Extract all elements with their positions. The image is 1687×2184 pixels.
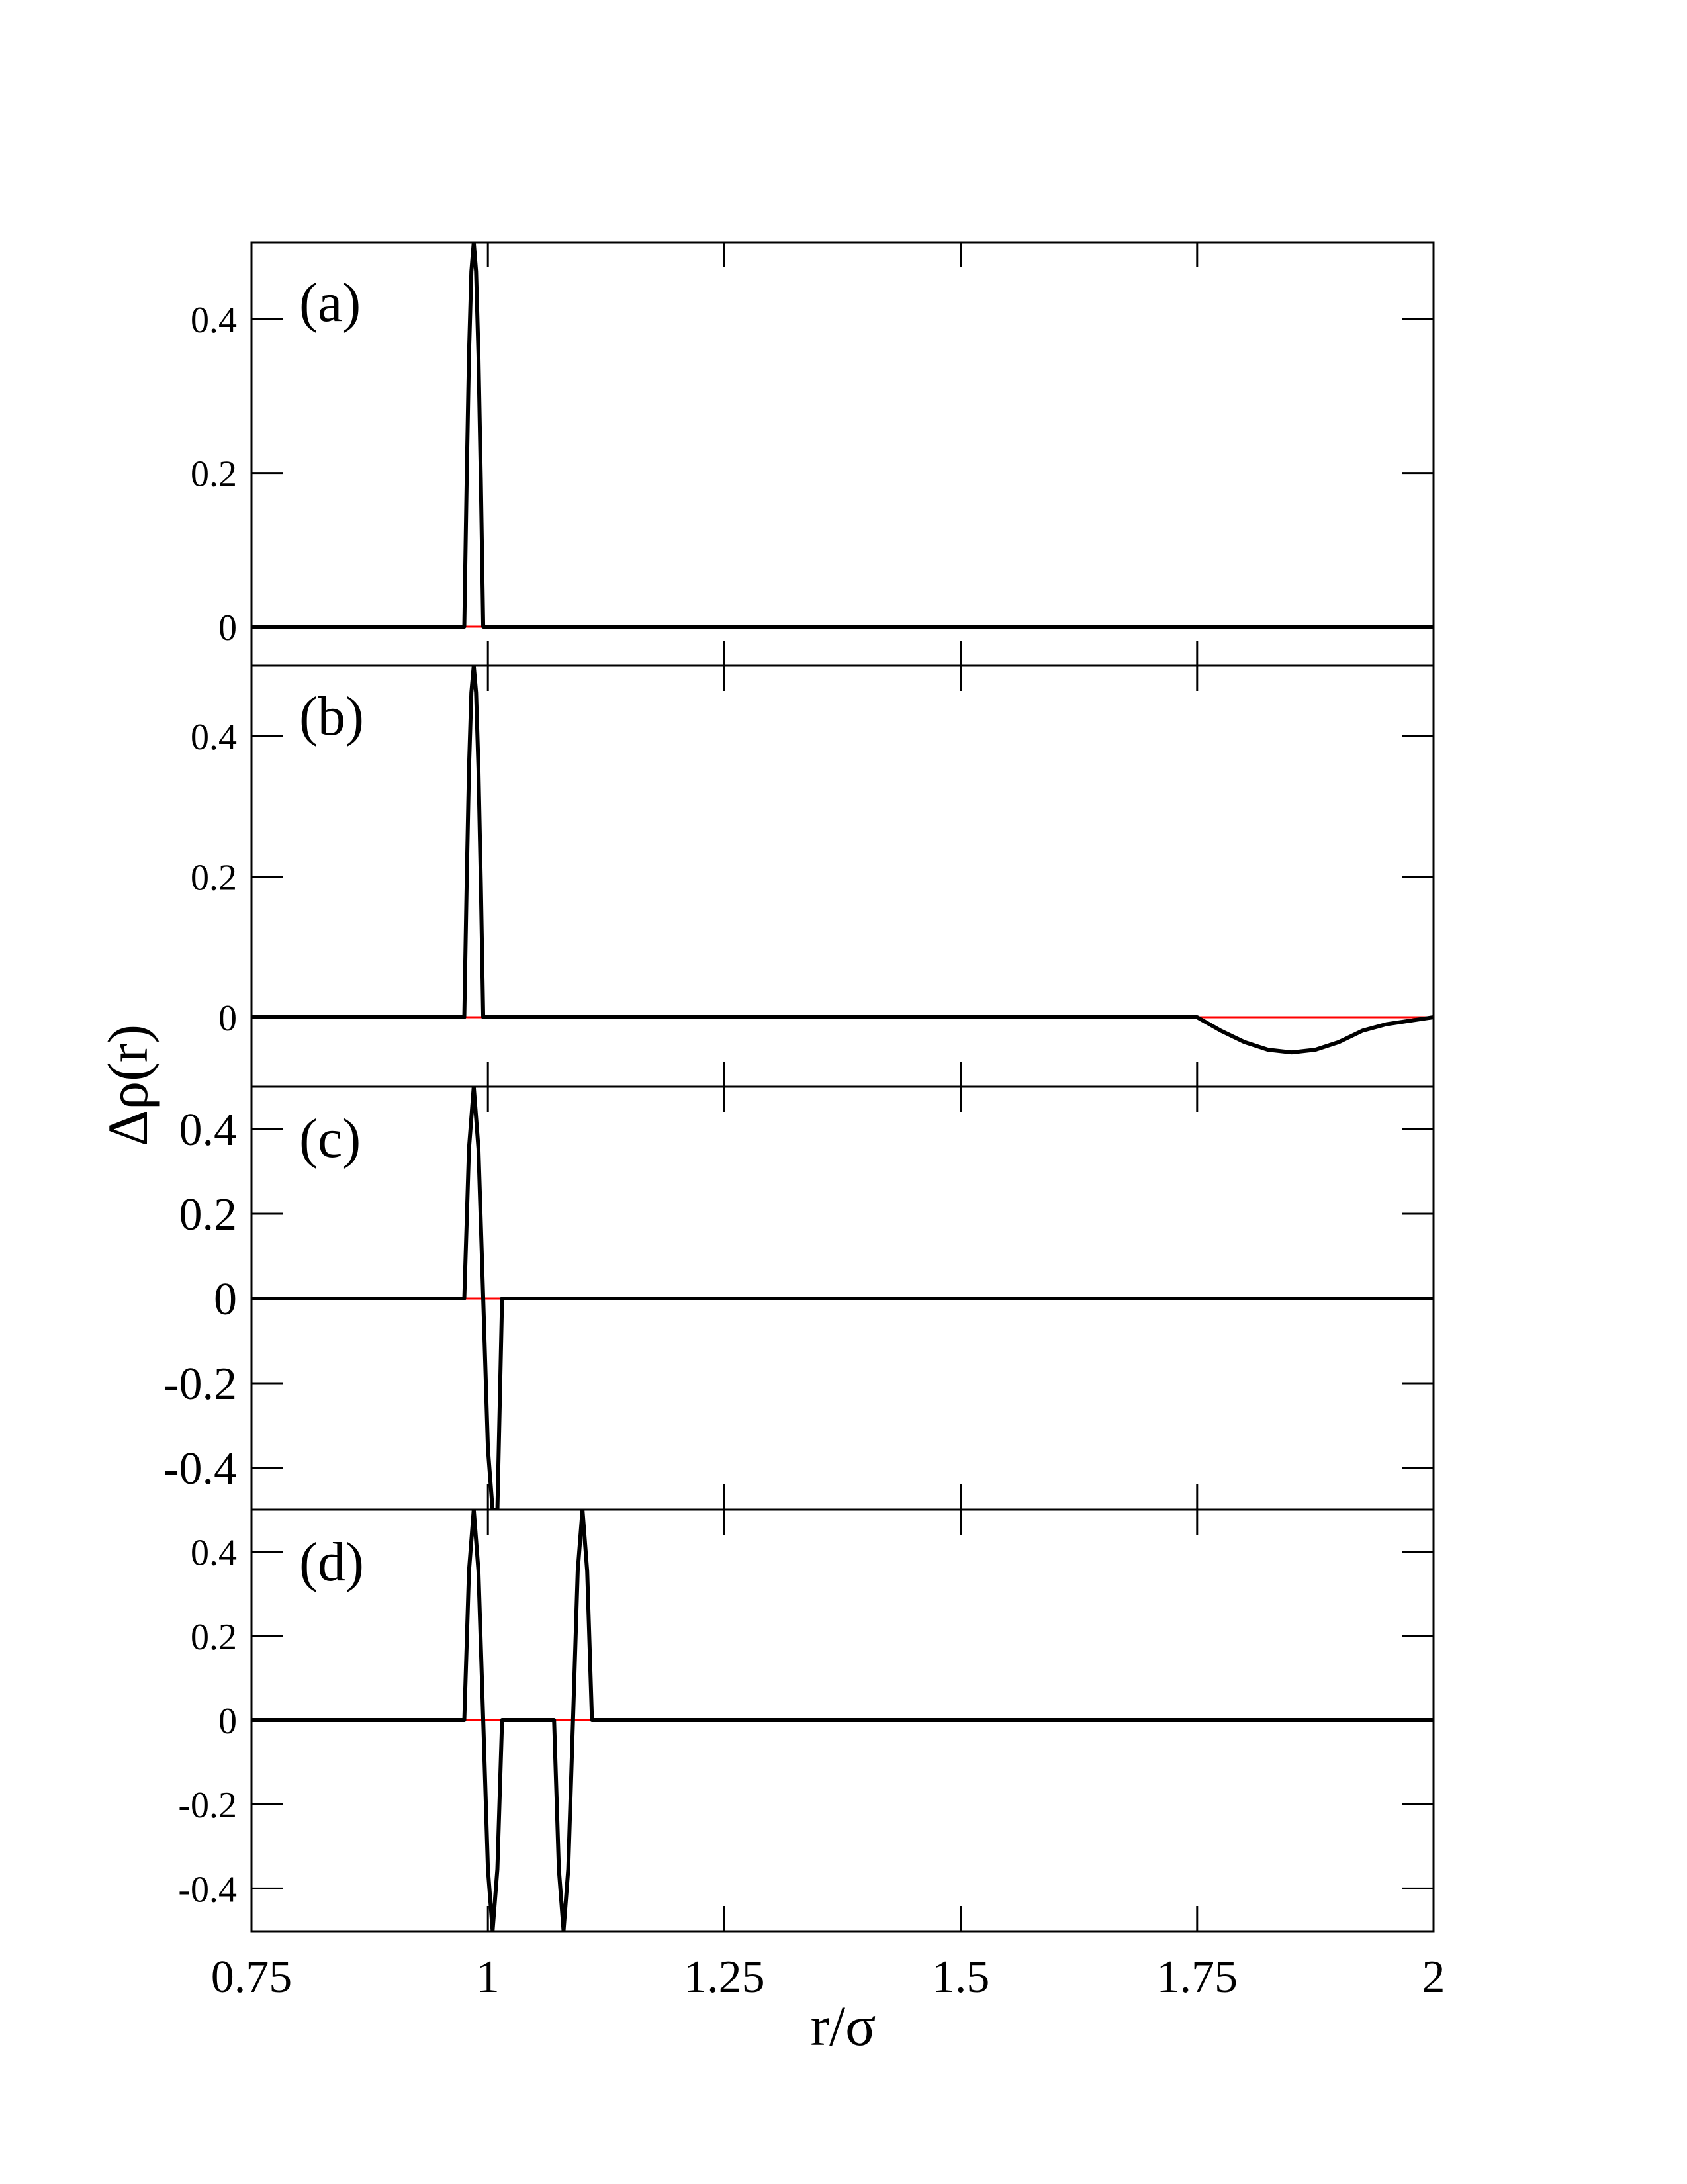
x-tick-label: 2 <box>1422 1952 1445 2003</box>
x-tick-label: 1.25 <box>684 1952 765 2003</box>
x-axis-title: r/σ <box>811 1994 876 2058</box>
y-tick-label: 0.2 <box>179 1189 238 1240</box>
x-tick-label: 1.75 <box>1157 1952 1238 2003</box>
panel-c: 0.4 0.2 0 -0.2 -0.4 (c) <box>163 1085 1435 1511</box>
panel-frame <box>250 241 1435 667</box>
y-tick-label: 0.2 <box>191 454 237 495</box>
y-tick-label: 0.2 <box>191 858 237 899</box>
panel-label: (a) <box>299 272 361 334</box>
y-tick-label: -0.2 <box>178 1785 237 1826</box>
data-curve <box>251 666 1434 1055</box>
x-tick-label: 1 <box>477 1952 500 2003</box>
panel-a: 0.4 0.2 0 (a) <box>191 241 1435 667</box>
y-tick-label: 0.4 <box>191 717 237 758</box>
y-tick-label: 0.4 <box>191 300 237 341</box>
data-curve <box>251 1510 1434 1931</box>
y-tick-label: -0.4 <box>178 1869 237 1910</box>
y-tick-label: -0.2 <box>163 1359 237 1410</box>
x-tick-labels: 0.75 1 1.25 1.5 1.75 2 <box>211 1952 1445 2003</box>
x-tick-label: 1.5 <box>932 1952 990 2003</box>
panel-frame <box>250 664 1435 1088</box>
panel-label: (c) <box>299 1108 361 1169</box>
x-tick-label: 0.75 <box>211 1952 293 2003</box>
y-tick-label: 0.2 <box>191 1617 237 1658</box>
panels-group: 0.40.20(a)0.40.20(b)0.40.20-0.2-0.4(c)0.… <box>163 241 1435 1933</box>
y-tick-label: 0 <box>218 608 237 649</box>
y-tick-label: 0.4 <box>179 1105 238 1156</box>
y-tick-label: -0.4 <box>163 1443 237 1494</box>
y-axis-title: Δρ(r) <box>96 1024 160 1146</box>
y-tick-label: 0 <box>218 1701 237 1742</box>
panel-label: (b) <box>299 686 364 747</box>
panel-b: 0.4 0.2 0 (b) <box>191 664 1435 1088</box>
data-curve <box>251 1087 1434 1510</box>
y-tick-label: 0 <box>218 998 237 1039</box>
panel-d: 0.4 0.2 0 -0.2 -0.4 (d) <box>178 1508 1435 1933</box>
y-tick-label: 0.4 <box>191 1533 237 1574</box>
data-curve <box>251 242 1434 629</box>
panel-label: (d) <box>299 1531 364 1593</box>
y-tick-label: 0 <box>214 1274 237 1325</box>
